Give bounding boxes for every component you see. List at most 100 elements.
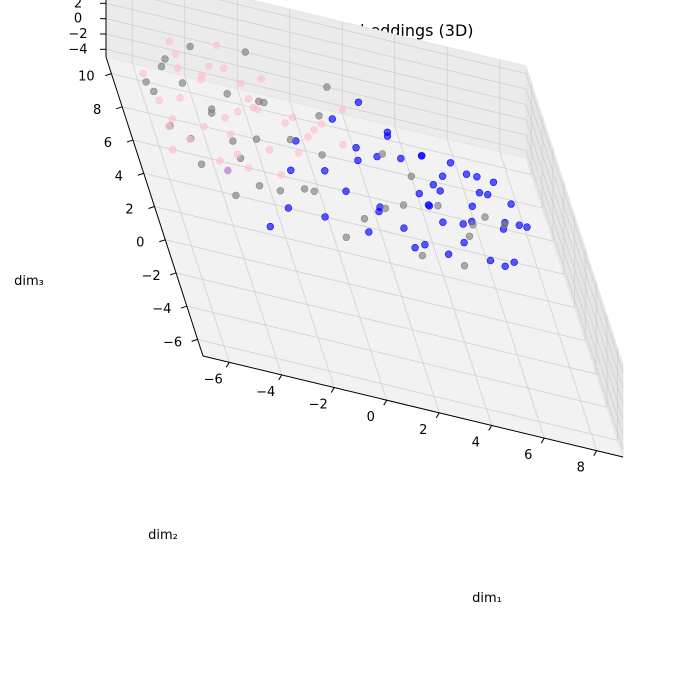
y-tick-mark: [148, 206, 155, 209]
scatter-point-series-2: [200, 122, 208, 131]
scatter-point-series-2: [165, 122, 173, 131]
scatter-point-series-1: [318, 151, 326, 159]
scatter-point-series-2: [173, 64, 182, 72]
scatter-point-series-2: [233, 150, 242, 159]
scatter-point-series-1: [481, 213, 489, 221]
scatter-point-series-1: [434, 202, 442, 210]
grid-line-z-side: [525, 119, 624, 419]
scatter-point-series-0: [446, 159, 455, 167]
scatter-point-series-2: [216, 157, 224, 165]
scatter-point-series-0: [436, 187, 444, 195]
scatter-point-series-0: [321, 213, 329, 221]
y-tick-mark: [180, 305, 187, 309]
scatter-point-series-1: [252, 135, 261, 143]
x-axis-line: [202, 355, 624, 458]
scatter-point-series-2: [257, 75, 265, 83]
scatter-point-series-1: [241, 48, 250, 56]
scatter-point-series-2: [304, 133, 312, 141]
y-tick-label: 4: [115, 169, 123, 184]
scatter-point-series-0: [284, 204, 293, 212]
scatter-point-series-0: [515, 221, 523, 229]
scatter-point-series-1: [323, 83, 331, 91]
scatter-point-series-0: [354, 156, 362, 165]
scatter-point-series-1: [260, 98, 268, 107]
scatter-point-series-0: [438, 172, 447, 180]
scatter-point-series-0: [486, 256, 495, 265]
scatter-point-series-2: [245, 164, 253, 172]
scatter-point-series-0: [507, 200, 515, 208]
scatter-point-series-0: [510, 258, 518, 266]
scatter-point-series-2: [234, 107, 242, 116]
scatter-point-series-2: [168, 115, 177, 123]
x-tick-mark: [278, 374, 283, 381]
scatter-point-series-0: [328, 115, 336, 123]
x-tick-mark: [225, 362, 230, 368]
scatter-point-series-1: [500, 221, 509, 229]
scatter-point-series-2: [165, 37, 174, 46]
scatter-point-series-1: [142, 78, 150, 86]
x-tick-mark: [435, 412, 440, 419]
y-tick-label: 2: [125, 203, 133, 218]
scatter-point-series-1: [255, 182, 264, 190]
scatter-point-series-0: [365, 228, 373, 236]
scatter-point-series-0: [287, 166, 295, 175]
grid-line-y-floor: [197, 338, 618, 441]
scatter-point-series-0: [501, 262, 509, 270]
scatter-point-series-0: [383, 128, 392, 137]
x-tick-label: 2: [419, 423, 427, 438]
scatter-point-series-1: [161, 55, 169, 63]
scatter-point-series-2: [318, 120, 326, 128]
scatter-point-series-1: [378, 150, 386, 158]
scatter-point-series-2: [254, 105, 262, 114]
scatter-point-series-1: [207, 105, 216, 113]
grid-line-z-side: [525, 104, 624, 404]
grid-line-y-floor: [165, 239, 586, 342]
grid-line-z-side: [525, 88, 624, 389]
scatter-point-series-2: [289, 113, 297, 121]
grid-line-z-side: [525, 134, 624, 435]
scatter-point-series-2: [212, 41, 221, 49]
grid-line-y-floor: [154, 206, 575, 308]
scatter-point-series-0: [352, 144, 360, 152]
scatter-point-series-0: [354, 98, 363, 107]
scatter-point-series-0: [468, 202, 476, 211]
scatter-point-series-2: [220, 64, 228, 73]
scatter-point-series-0: [439, 218, 447, 226]
y-tick-label: −2: [141, 269, 160, 284]
grid-line-y-floor: [122, 106, 543, 209]
scatter-point-series-2: [155, 96, 163, 105]
scatter-point-series-1: [310, 187, 318, 196]
x-tick-label: 8: [577, 461, 585, 476]
scatter-point-series-1: [460, 262, 469, 270]
scatter-point-series-1: [157, 62, 166, 71]
scatter-point-series-2: [205, 62, 213, 71]
scatter-point-series-1: [360, 215, 369, 223]
scatter-point-series-2: [186, 135, 194, 143]
x-tick-label: 6: [524, 448, 532, 463]
scatter-point-series-0: [489, 178, 498, 187]
grid-line-y-floor: [175, 272, 597, 375]
scatter-point-series-2: [227, 130, 235, 139]
scatter-point-series-0: [342, 187, 350, 195]
scatter-point-series-2: [139, 69, 147, 78]
scatter-point-series-1: [186, 42, 194, 51]
scatter-point-series-2: [338, 106, 347, 114]
x-tick-mark: [540, 437, 545, 444]
scatter-point-series-2: [176, 93, 184, 102]
scatter-point-series-0: [417, 152, 426, 160]
scatter-point-series-0: [424, 201, 433, 209]
scatter-point-series-1: [197, 160, 206, 168]
scatter-point-series-1: [300, 185, 309, 193]
scatter-point-series-1: [286, 135, 295, 144]
scatter-point-series-0: [523, 223, 531, 231]
scatter-point-series-1: [232, 191, 240, 200]
scatter-point-series-0: [411, 244, 419, 252]
scatter-point-series-0: [484, 190, 492, 199]
scatter-point-series-2: [265, 146, 274, 154]
scatter-point-series-1: [315, 112, 323, 120]
scatter-point-series-1: [381, 204, 390, 213]
scatter-point-series-2: [224, 166, 232, 175]
grid-line-z-back: [105, 2, 527, 105]
y-axis-label: dim₂: [148, 528, 178, 543]
z-tick-label: 2: [74, 0, 82, 11]
